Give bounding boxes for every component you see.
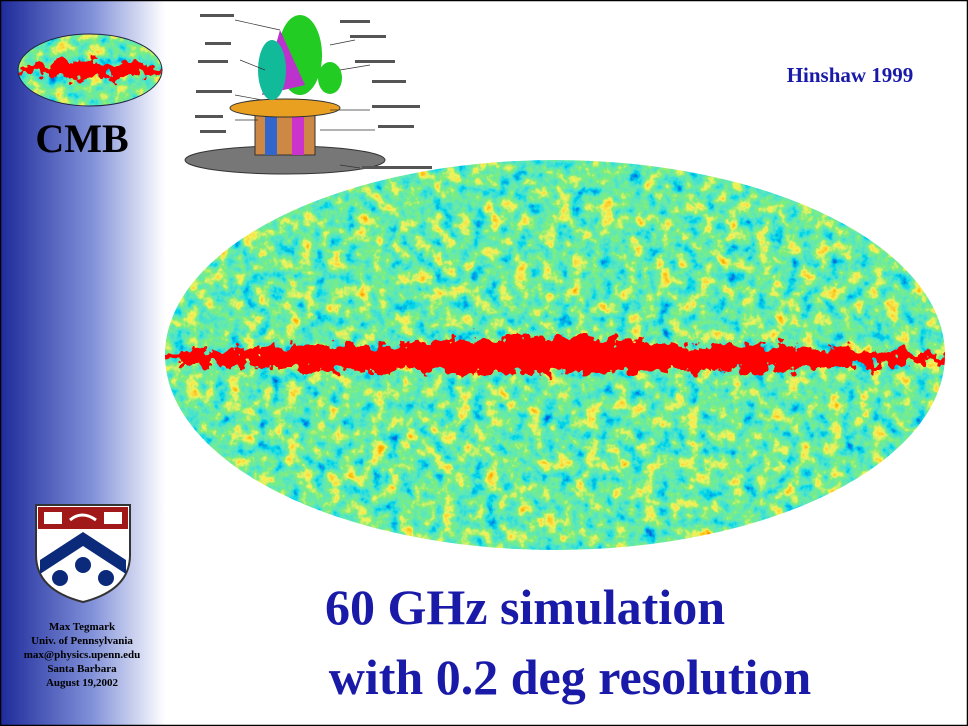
heading-line: 60 GHz simulation xyxy=(325,579,725,635)
heading-line: with 0.2 deg resolution xyxy=(329,649,812,705)
author-line: Univ. of Pennsylvania xyxy=(31,635,133,647)
credit: Hinshaw 1999 xyxy=(787,63,914,87)
author-line: Max Tegmark xyxy=(49,621,116,633)
author-line: Santa Barbara xyxy=(47,663,117,675)
university-shield xyxy=(35,504,131,604)
sidebar xyxy=(0,0,165,726)
small-sky-map xyxy=(18,34,162,106)
author-line: August 19,2002 xyxy=(46,677,119,689)
sky-map xyxy=(165,160,945,550)
author-line: max@physics.upenn.edu xyxy=(24,649,141,661)
satellite-diagram xyxy=(184,14,432,175)
sidebar-title: CMB xyxy=(35,116,128,161)
